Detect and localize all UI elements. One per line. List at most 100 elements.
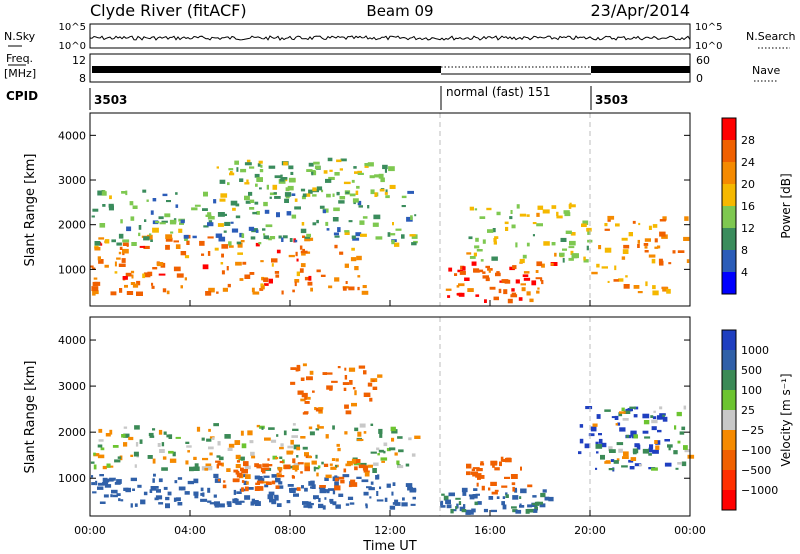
scatter-cell (515, 509, 522, 514)
scatter-cell (362, 285, 367, 289)
scatter-cell (355, 190, 359, 195)
scatter-cell (532, 234, 535, 237)
colorbar-swatch (722, 350, 736, 371)
scatter-cell (458, 501, 462, 505)
scatter-cell (321, 189, 324, 193)
scatter-cell (361, 290, 369, 295)
scatter-cell (344, 375, 348, 380)
scatter-cell (164, 213, 171, 218)
scatter-cell (664, 439, 670, 442)
scatter-cell (537, 287, 540, 290)
scatter-cell (462, 266, 466, 271)
scatter-cell (344, 263, 349, 268)
scatter-cell (414, 214, 417, 217)
scatter-cell (274, 175, 282, 179)
scatter-cell (586, 245, 589, 251)
scatter-cell (476, 482, 479, 487)
scatter-cell (175, 244, 181, 249)
scatter-cell (354, 390, 357, 396)
scatter-cell (296, 487, 301, 491)
scatter-cell (239, 500, 245, 503)
scatter-cell (338, 200, 345, 204)
scatter-cell (97, 190, 104, 196)
scatter-cell (216, 455, 221, 458)
scatter-cell (319, 485, 326, 488)
scatter-cell (334, 244, 338, 249)
scatter-cell (392, 482, 396, 486)
scatter-cell (332, 217, 339, 222)
scatter-cell (512, 265, 517, 270)
scatter-cell (349, 193, 356, 197)
scatter-cell (207, 212, 212, 215)
scatter-cell (469, 495, 475, 500)
scatter-cell (264, 209, 270, 214)
scatter-cell (362, 465, 367, 468)
scatter-cell (318, 503, 324, 509)
scatter-cell (285, 187, 290, 192)
scatter-cell (227, 447, 233, 451)
scatter-cell (159, 222, 166, 225)
scatter-cell (334, 485, 341, 491)
scatter-cell (98, 439, 104, 442)
scatter-cell (491, 256, 498, 261)
scatter-cell (268, 278, 273, 284)
scatter-cell (359, 220, 365, 225)
scatter-cell (351, 235, 356, 239)
scatter-cell (158, 429, 163, 435)
scatter-cell (355, 232, 362, 237)
scatter-cell (250, 451, 255, 456)
scatter-cell (163, 486, 168, 490)
scatter-cell (483, 508, 488, 513)
y-tick-label: 3000 (58, 174, 86, 187)
scatter-cell (99, 243, 103, 246)
scatter-cell (300, 398, 306, 402)
scatter-cell (495, 272, 501, 277)
scatter-cell (568, 257, 574, 261)
scatter-cell (613, 460, 619, 464)
colorbar-tick-label: 24 (741, 156, 755, 169)
scatter-cell (165, 503, 170, 509)
scatter-cell (271, 474, 278, 478)
scatter-cell (277, 475, 285, 478)
scatter-cell (287, 445, 294, 449)
scatter-cell (154, 497, 159, 501)
colorbar-tick-label: 28 (741, 134, 755, 147)
scatter-cell (162, 193, 168, 197)
scatter-cell (185, 441, 190, 444)
scatter-cell (97, 486, 104, 490)
scatter-cell (362, 466, 369, 471)
scatter-cell (274, 196, 281, 199)
scatter-cell (542, 489, 547, 493)
scatter-cell (339, 251, 344, 255)
scatter-cell (649, 444, 654, 449)
scatter-cell (522, 274, 529, 277)
scatter-cell (263, 235, 269, 239)
scatter-cell (158, 216, 164, 220)
scatter-cell (152, 267, 158, 270)
scatter-cell (445, 288, 452, 291)
scatter-cell (130, 270, 135, 274)
scatter-cell (174, 480, 178, 484)
scatter-cell (519, 503, 522, 508)
scatter-cell (353, 462, 361, 466)
nsearch-tick-bottom: 10^0 (695, 41, 722, 52)
scatter-cell (209, 502, 216, 505)
scatter-cell (520, 283, 526, 286)
scatter-cell (455, 506, 458, 510)
scatter-cell (512, 509, 518, 513)
scatter-cell (308, 275, 312, 281)
scatter-cell (499, 461, 502, 467)
scatter-cell (648, 254, 656, 258)
scatter-cell (450, 508, 454, 514)
scatter-cell (550, 262, 558, 266)
scatter-cell (90, 461, 95, 464)
scatter-cell (406, 216, 413, 222)
scatter-cell (655, 445, 660, 450)
scatter-cell (271, 258, 278, 263)
scatter-cell (534, 506, 538, 511)
scatter-cell (300, 377, 305, 381)
scatter-cell (535, 277, 542, 280)
scatter-cell (97, 444, 103, 448)
scatter-cell (334, 475, 338, 478)
scatter-cell (623, 451, 629, 457)
